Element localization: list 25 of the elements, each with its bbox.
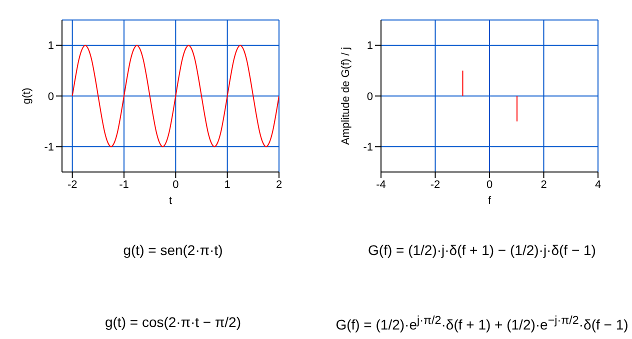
y-tick-label: 1 bbox=[48, 40, 54, 52]
x-tick-label: -2 bbox=[430, 178, 440, 191]
x-tick-label: 2 bbox=[540, 178, 547, 191]
y-tick-label: 0 bbox=[48, 90, 54, 103]
x-tick-label: 1 bbox=[224, 178, 230, 191]
y-tick-label: -1 bbox=[363, 142, 373, 154]
x-axis-title: t bbox=[168, 195, 172, 207]
text: g(t) = sen(2·π·t) bbox=[122, 242, 224, 258]
text: G(f) = (1/2)·e$^{j·π/2}$·δ(f + 1) + (1/2)·e$^{−j·π/2}$·δ(f − 1) bbox=[334, 314, 630, 333]
x-axis-title: f bbox=[488, 195, 492, 207]
text: g(t) = cos(2·π·t − π/2) bbox=[104, 314, 242, 330]
y-axis-title: Amplitude de G(f) / j bbox=[340, 47, 352, 145]
line-series bbox=[72, 44, 279, 148]
x-tick-label: -4 bbox=[376, 178, 386, 191]
x-tick-label: -2 bbox=[67, 178, 78, 191]
y-axis-title: g(t) bbox=[20, 88, 33, 104]
y-tick-label: 1 bbox=[366, 40, 373, 52]
x-tick-label: -1 bbox=[119, 178, 129, 191]
y-tick-label: -1 bbox=[44, 142, 54, 154]
y-tick-label: 0 bbox=[366, 90, 373, 103]
x-tick-label: 0 bbox=[172, 178, 179, 191]
x-tick-label: 2 bbox=[276, 178, 282, 191]
x-tick-label: 4 bbox=[594, 178, 602, 191]
text: G(f) = (1/2)·j·δ(f + 1) − (1/2)·j·δ(f − 1) bbox=[367, 242, 597, 258]
x-tick-label: 0 bbox=[486, 178, 493, 191]
